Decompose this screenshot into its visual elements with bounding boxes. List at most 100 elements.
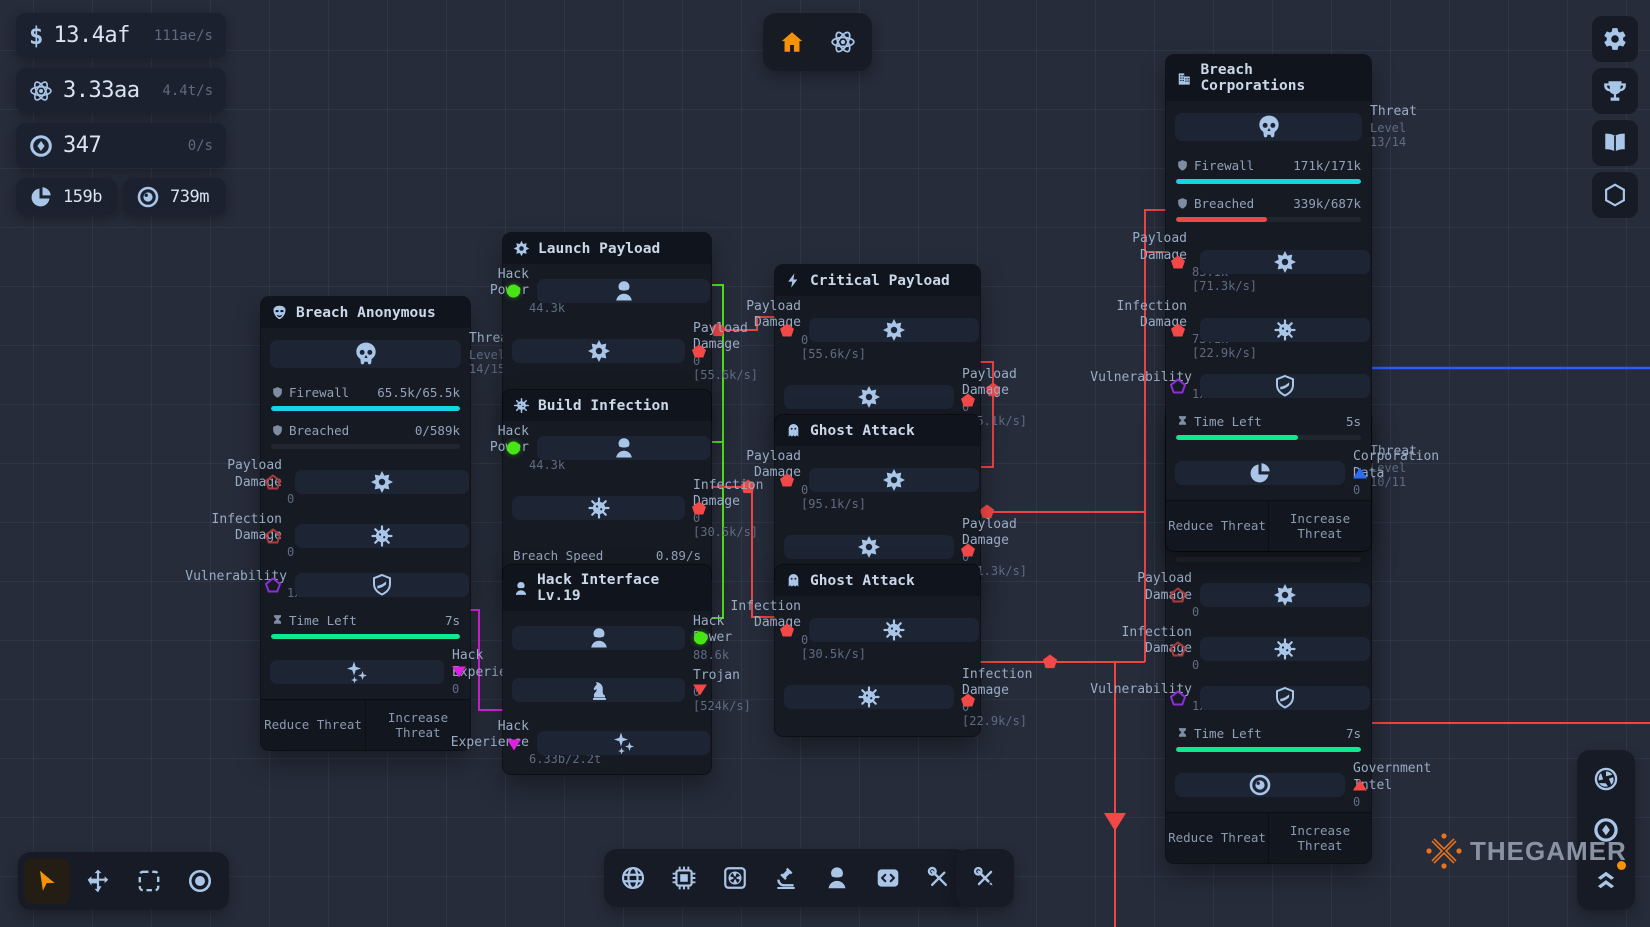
payload-output-port[interactable] [960,542,976,557]
focus-tool[interactable] [177,858,223,904]
vulnerability-shield-icon [1200,373,1370,398]
reduce-threat-button[interactable]: Reduce Threat [261,699,366,750]
box-select-tool[interactable] [126,858,172,904]
infection-input-port[interactable] [779,622,795,637]
node-hack-interface[interactable]: Hack Interface Lv.19 Hack Power 88.6k Tr… [451,565,751,775]
corporation-data-row: Corporation Data 0 [1166,446,1439,500]
node-critical-payload[interactable]: Critical Payload Payload Damage 0 [55.6k… [746,265,1027,437]
payload-damage-row: Payload Damage 0 [1137,568,1371,622]
node-title: Ghost Attack [810,422,915,439]
payload-input-port[interactable] [265,474,281,490]
payload-out-row: Payload Damage 0 [95.1k/s] [775,364,1027,437]
edit-tools-button[interactable] [962,855,1008,901]
vulnerability-port[interactable] [1170,378,1186,394]
increase-threat-button[interactable]: Increase Threat [366,699,470,750]
payload-damage-icon [809,467,979,492]
infection-output-port[interactable] [960,692,976,707]
upgrades-button[interactable] [1583,858,1629,904]
hack-exp-output-port[interactable] [452,666,466,678]
node-ghost-attack-payload[interactable]: Ghost Attack Payload Damage 0 [95.1k/s] … [746,415,1027,586]
node-ghost-attack-infection[interactable]: Ghost Attack Infection Damage 0 [30.5k/s… [731,565,1032,736]
node-breach-anonymous[interactable]: Breach Anonymous Threat Level 14/15 Fire… [185,297,530,750]
hack-power-input-port[interactable] [507,441,520,455]
hexagon-button[interactable] [1592,172,1638,218]
payload-input-port[interactable] [1170,255,1186,270]
script-nodes-button[interactable] [865,855,911,901]
node-header: Breach Anonymous [261,297,470,328]
increase-threat-button[interactable]: Increase Threat [1269,500,1371,551]
chip-icon [671,865,697,891]
payload-input-port[interactable] [779,322,795,337]
achievements-button[interactable] [1592,68,1638,114]
hack-exp-input-port[interactable] [507,739,521,751]
tools-nodes-button[interactable] [916,855,962,901]
trophy-icon [1602,78,1628,104]
infection-damage-row: Infection Damage 0 [30.5k/s] [503,475,763,543]
payload-input-port[interactable] [779,472,795,487]
atom-icon [830,29,856,55]
node-title: Launch Payload [538,240,661,257]
move-tool[interactable] [75,858,121,904]
gear-icon [1602,26,1628,52]
vulnerability-port[interactable] [265,577,281,593]
cpu-nodes-button[interactable] [661,855,707,901]
payload-output-port[interactable] [960,392,976,407]
reduce-threat-button[interactable]: Reduce Threat [1166,812,1269,863]
sparkles-icon [270,660,444,684]
hack-power-output-port[interactable] [694,631,707,645]
breach-points-value: 347 [63,133,102,158]
settings-button[interactable] [1592,16,1638,62]
notification-dot [1617,861,1626,870]
node-build-infection[interactable]: Build Infection Hack Power 44.3k Infecti… [490,390,763,585]
node-title: Ghost Attack [810,572,915,589]
node-breach-corporations[interactable]: Breach Corporations Threat Level 13/14 F… [1090,55,1439,551]
infection-damage-icon [1200,636,1370,661]
corp-data-display: 159b [16,178,117,215]
guide-button[interactable] [1592,120,1638,166]
lens-icon [136,185,160,209]
wire-hack-power-green [701,284,724,619]
infection-damage-icon [512,496,685,521]
hack-power-input-port[interactable] [507,284,520,298]
reduce-threat-button[interactable]: Reduce Threat [1166,500,1269,551]
double-chevron-up-icon [1593,868,1619,894]
infection-damage-icon [1200,317,1370,342]
government-intel-row: Government Intel 0 [1166,758,1431,812]
crossed-tools-icon [926,865,952,891]
select-cursor-tool[interactable] [24,858,70,904]
research-nodes-button[interactable] [763,855,809,901]
time-left-value: 7s [444,613,460,629]
shield-icon [271,424,284,437]
research-value: 3.33aa [63,78,140,103]
vulnerability-shield-icon [295,572,469,597]
trojan-output-port[interactable] [693,684,707,696]
infection-input-port[interactable] [1170,641,1186,656]
sparkles-icon [537,730,710,755]
shield-icon [1176,197,1189,210]
center-view-button[interactable] [1583,807,1629,853]
vulnerability-port[interactable] [1170,690,1186,706]
payload-input-port[interactable] [1170,587,1186,603]
virus-icon [513,397,530,414]
vulnerability-row: Vulnerability 1x [1090,363,1371,408]
infection-input-port[interactable] [1170,322,1186,337]
intel-output-port[interactable] [1353,779,1367,791]
infection-input-port[interactable] [265,528,281,543]
hacker-nodes-button[interactable] [814,855,860,901]
home-tab-button[interactable] [769,19,815,65]
infection-output-port[interactable] [691,501,707,516]
increase-threat-button[interactable]: Increase Threat [1269,812,1371,863]
gpu-nodes-button[interactable] [712,855,758,901]
shutter-button[interactable] [1583,756,1629,802]
fan-icon [722,865,748,891]
pie-chart-icon [29,185,53,209]
person-icon [513,580,529,597]
network-nodes-button[interactable] [610,855,656,901]
research-tab-button[interactable] [820,19,866,65]
hourglass-icon [1176,415,1189,428]
corp-data-output-port[interactable] [1353,467,1367,479]
payload-output-port[interactable] [691,344,707,359]
hack-power-row: Hack Power 44.3k [490,264,711,318]
